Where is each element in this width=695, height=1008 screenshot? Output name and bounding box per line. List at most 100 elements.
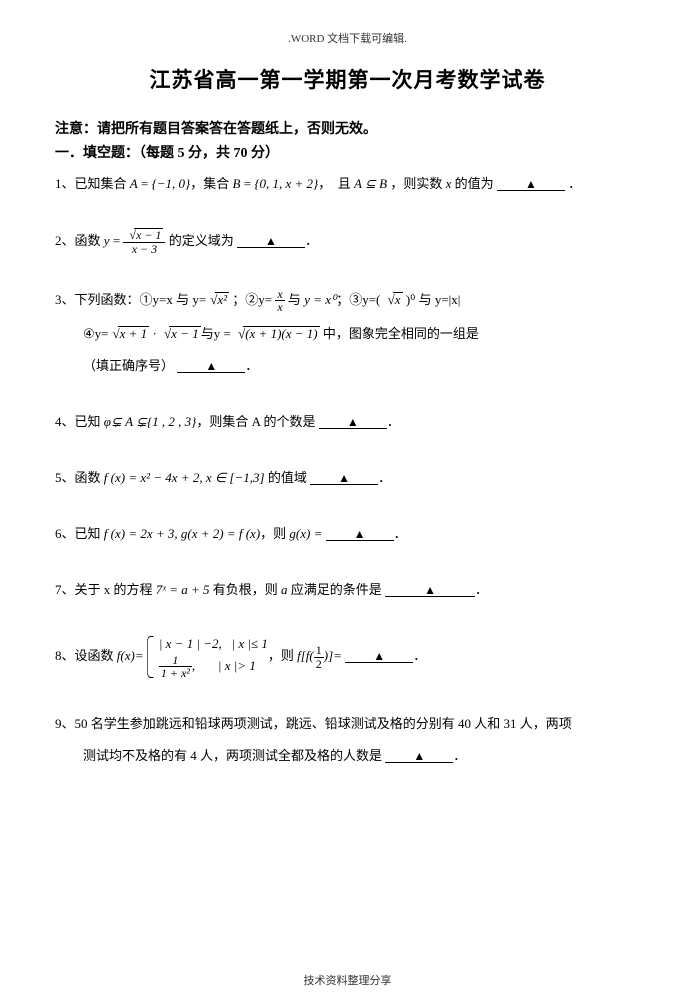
q6-blank: ▲ [326, 527, 394, 541]
q6-fx: f (x) = 2x + 3, g(x + 2) = f (x) [104, 526, 260, 541]
q5-blank: ▲ [310, 471, 378, 485]
q7-pre: 关于 x 的方程 [75, 582, 156, 597]
q3-sqrt4b: x − 1 [169, 326, 201, 341]
sqrt-icon: x² [206, 288, 229, 312]
q6-mid: ，则 [260, 526, 289, 541]
triangle-icon: ▲ [525, 177, 537, 191]
q5-pre: 函数 [75, 470, 104, 485]
q1-text-pre: 已知集合 [75, 176, 130, 191]
q2-frac-top: x − 1 [134, 228, 163, 242]
q3-l1-mid4: )⁰ 与 y=|x| [403, 292, 461, 307]
q6-pre: 已知 [75, 526, 104, 541]
q3-frac2-top: x [275, 288, 284, 302]
q1-eq2: = [240, 176, 254, 191]
question-3: 3、下列函数：①y=x 与 y=x² ；②y= xx 与 y = x⁰；③y=(… [55, 288, 640, 378]
q4-blank: ▲ [319, 415, 387, 429]
q8-p2-cond: | x |> 1 [218, 658, 256, 673]
question-5: 5、函数 f (x) = x² − 4x + 2, x ∈ [−1,3] 的值域… [55, 466, 640, 490]
q2-pre: 函数 [75, 233, 104, 248]
q1-eq1: = [138, 176, 152, 191]
q3-l1-pre: 下列函数：①y=x 与 y= [75, 292, 207, 307]
q1-period: ． [568, 176, 581, 191]
q6-period: ． [394, 526, 407, 541]
sqrt-icon: x − 1 [125, 228, 163, 242]
q3-sqrt4a: x + 1 [118, 326, 150, 341]
q8-number: 8、 [55, 648, 75, 663]
q4-period: ． [387, 414, 400, 429]
q6-gx: g(x) = [289, 526, 322, 541]
q1-setA-lhs: A [130, 176, 138, 191]
q4-rel: ⊊ A ⊊ [111, 414, 147, 429]
q1-number: 1、 [55, 176, 75, 191]
q3-line3: （填正确序号） ▲． [55, 354, 640, 378]
q9-number: 9、 [55, 716, 75, 731]
q8-ff: f[f( [297, 648, 314, 663]
triangle-icon: ▲ [265, 234, 277, 248]
q1-tail: ，则实数 [387, 176, 446, 191]
q4-tail: ，则集合 A 的个数是 [196, 414, 315, 429]
question-9: 9、50 名学生参加跳远和铅球两项测试，跳远、铅球测试及格的分别有 40 人和 … [55, 712, 640, 768]
q9-l1: 50 名学生参加跳远和铅球两项测试，跳远、铅球测试及格的分别有 40 人和 31… [75, 716, 572, 731]
notice-line: 注意：请把所有题目答案答在答题纸上，否则无效。 [55, 118, 640, 138]
q8-p1-cond: | x |≤ 1 [232, 636, 268, 651]
q8-half-bot: 2 [314, 658, 324, 671]
sqrt-icon: x [384, 288, 403, 312]
q9-blank: ▲ [385, 749, 453, 763]
q3-frac2-bot: x [275, 301, 284, 314]
q4-number: 4、 [55, 414, 75, 429]
exam-title: 江苏省高一第一学期第一次月考数学试卷 [55, 64, 640, 94]
q8-p1-expr: | x − 1 | −2, [159, 636, 222, 651]
q8-p2-frac: 11 + x² [159, 654, 192, 680]
question-8: 8、设函数 f(x)= | x − 1 | −2, | x |≤ 1 11 + … [55, 634, 640, 680]
q4-set: {1 , 2 , 3} [147, 414, 196, 429]
q9-l2-pre: 测试均不及格的有 4 人，两项测试全都及格的人数是 [83, 748, 382, 763]
triangle-icon: ▲ [424, 583, 436, 597]
q3-line2: ④y=x + 1 · x − 1与y = (x + 1)(x − 1) 中，图象… [55, 322, 640, 346]
q2-fraction: x − 1x − 3 [123, 228, 165, 256]
q5-period: ． [378, 470, 391, 485]
q1-blank: ▲ [497, 177, 565, 191]
q1-rel: A ⊆ B [354, 176, 387, 191]
q3-l2-tail: 中，图象完全相同的一组是 [320, 326, 479, 341]
q7-mid: 有负根，则 [210, 582, 282, 597]
q2-period: ． [305, 233, 318, 248]
q8-half: 12 [314, 644, 324, 670]
q8-p2-top: 1 [159, 654, 192, 668]
triangle-icon: ▲ [205, 359, 217, 373]
q1-cond: ， 且 [318, 176, 354, 191]
triangle-icon: ▲ [413, 749, 425, 763]
triangle-icon: ▲ [354, 527, 366, 541]
q2-tail: 的定义域为 [165, 233, 233, 248]
q8-period: ． [413, 648, 426, 663]
q1-setA-rhs: {−1, 0} [152, 176, 191, 191]
question-1: 1、已知集合 A = {−1, 0}，集合 B = {0, 1, x + 2}，… [55, 172, 640, 196]
q2-frac-bot: x − 3 [123, 243, 165, 256]
q8-ff-close: )]= [324, 648, 342, 663]
q8-half-top: 1 [314, 644, 324, 658]
triangle-icon: ▲ [338, 471, 350, 485]
q3-sqrt3: x [393, 292, 403, 307]
sqrt-icon: x − 1 [160, 322, 201, 346]
triangle-icon: ▲ [347, 415, 359, 429]
q7-eq: 7ˣ = a + 5 [156, 582, 210, 597]
q5-tail: 的值域 [265, 470, 307, 485]
q8-p2-bot: 1 + x² [159, 667, 192, 680]
q8-p2-sep: , [192, 658, 195, 673]
q1-tail2: 的值为 [451, 176, 493, 191]
q4-phi: φ [104, 414, 111, 429]
q6-number: 6、 [55, 526, 75, 541]
sqrt-icon: (x + 1)(x − 1) [234, 322, 320, 346]
q8-blank: ▲ [345, 649, 413, 663]
q3-l3: （填正确序号） [83, 358, 174, 373]
question-6: 6、已知 f (x) = 2x + 3, g(x + 2) = f (x)，则 … [55, 522, 640, 546]
page: .WORD 文档下载可编辑. 江苏省高一第一学期第一次月考数学试卷 注意：请把所… [0, 0, 695, 1008]
q8-mid: ，则 [268, 648, 297, 663]
q3-frac2: xx [275, 288, 284, 314]
q3-sqrt1: x² [215, 292, 229, 307]
q3-yx0: y = x⁰ [304, 292, 336, 307]
q3-dot: · [149, 326, 160, 341]
q3-l2-pre: ④y= [83, 326, 109, 341]
q8-fx: f(x)= [117, 648, 144, 663]
q7-blank: ▲ [385, 583, 475, 597]
q3-l1-mid2: 与 [285, 292, 305, 307]
